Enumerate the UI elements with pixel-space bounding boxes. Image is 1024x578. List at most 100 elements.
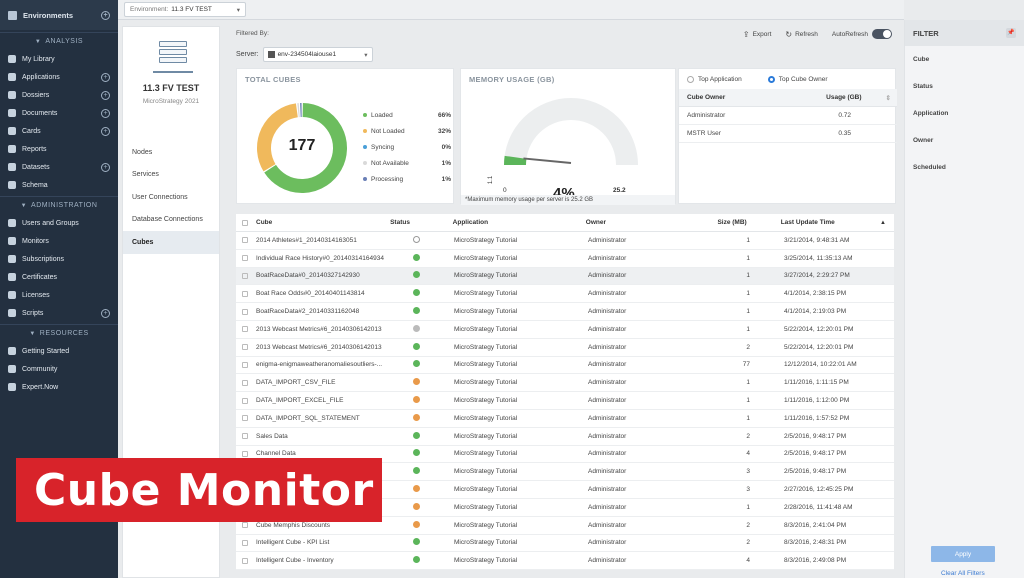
row-checkbox[interactable] bbox=[242, 326, 248, 333]
env-nav-services[interactable]: Services bbox=[132, 171, 159, 179]
filter-status[interactable]: Status bbox=[913, 83, 933, 90]
table-row[interactable]: Cube Memphis Discounts MicroStrategy Tuto… bbox=[236, 516, 894, 535]
row-checkbox[interactable] bbox=[242, 361, 248, 368]
add-icon[interactable]: + bbox=[101, 162, 110, 172]
add-icon[interactable]: + bbox=[101, 90, 110, 100]
row-checkbox[interactable] bbox=[242, 308, 248, 315]
top-owner-card: Top Application Top Cube Owner Cube Owne… bbox=[678, 68, 897, 204]
sidebar-item-dossiers[interactable]: Dossiers + bbox=[0, 86, 118, 104]
row-checkbox[interactable] bbox=[242, 522, 248, 529]
row-checkbox[interactable] bbox=[242, 539, 248, 546]
donut-slice-loaded[interactable] bbox=[264, 103, 347, 193]
sidebar-item-community[interactable]: Community bbox=[0, 360, 118, 378]
sidebar-item-expert-now[interactable]: Expert.Now bbox=[0, 378, 118, 396]
sidebar-item-subscriptions[interactable]: Subscriptions bbox=[0, 250, 118, 268]
add-icon[interactable]: + bbox=[101, 10, 110, 20]
select-all-checkbox[interactable] bbox=[242, 219, 248, 226]
apply-button[interactable]: Apply bbox=[931, 546, 995, 562]
environment-select[interactable]: Environment: 11.3 FV TEST ▾ bbox=[124, 2, 246, 17]
sidebar-item-my-library[interactable]: My Library bbox=[0, 50, 118, 68]
col-owner[interactable]: Owner bbox=[585, 219, 607, 226]
col-size[interactable]: Size (MB) bbox=[717, 219, 747, 226]
row-checkbox[interactable] bbox=[242, 255, 248, 262]
sidebar-item-reports[interactable]: Reports bbox=[0, 140, 118, 158]
table-row[interactable]: 2014 Athletes#1_20140314163051 MicroStrat… bbox=[236, 232, 894, 250]
owner-row[interactable]: Administrator 0.72 bbox=[679, 107, 897, 125]
table-row[interactable]: Channel Data MicroStrategy Tutorial Admini… bbox=[236, 445, 894, 464]
table-row[interactable]: DATA_IMPORT_SQL_STATEMENT MicroStrategy T… bbox=[236, 409, 894, 428]
sidebar-section-administration[interactable]: ▼ ADMINISTRATION bbox=[0, 196, 118, 214]
environments-item[interactable]: Environments + bbox=[0, 0, 118, 30]
filter-scheduled[interactable]: Scheduled bbox=[913, 164, 946, 171]
col-application[interactable]: Application bbox=[452, 219, 489, 226]
col-last-update[interactable]: Last Update Time bbox=[780, 219, 835, 226]
table-row[interactable]: Individual Race History#0_20140314164934… bbox=[236, 249, 894, 268]
add-icon[interactable]: + bbox=[101, 308, 110, 318]
table-row[interactable]: DATA_IMPORT_EXCEL_FILE MicroStrategy Tuto… bbox=[236, 392, 894, 410]
table-row[interactable]: Boat Race Odds#0_20140401143814 MicroStra… bbox=[236, 285, 894, 304]
sidebar-item-schema[interactable]: Schema bbox=[0, 176, 118, 194]
sidebar-section-resources[interactable]: ▼ RESOURCES bbox=[0, 324, 118, 342]
row-checkbox[interactable] bbox=[242, 450, 248, 457]
sidebar-item-documents[interactable]: Documents + bbox=[0, 104, 118, 122]
table-row[interactable]: Sales Data MicroStrategy Tutorial Administ… bbox=[236, 427, 894, 446]
add-icon[interactable]: + bbox=[101, 126, 110, 136]
table-row[interactable]: Intelligent Cube - Inventory MicroStrateg… bbox=[236, 552, 894, 571]
env-nav-user-connections[interactable]: User Connections bbox=[132, 193, 188, 201]
filter-application[interactable]: Application bbox=[913, 110, 949, 117]
row-checkbox[interactable] bbox=[242, 272, 248, 279]
usage-header[interactable]: Usage (GB) bbox=[826, 94, 862, 101]
row-checkbox[interactable] bbox=[242, 433, 248, 440]
sort-asc-icon[interactable]: ▲ bbox=[880, 219, 886, 226]
owner-header[interactable]: Cube Owner bbox=[687, 94, 726, 101]
table-row[interactable]: MicroStrategy Tutorial Administrator 1 2/28… bbox=[236, 498, 894, 517]
refresh-button[interactable]: ↻ Refresh bbox=[785, 30, 817, 39]
sidebar-item-cards[interactable]: Cards + bbox=[0, 122, 118, 140]
table-row[interactable]: BoatRaceData#0_20140327142930 MicroStrate… bbox=[236, 267, 894, 286]
row-checkbox[interactable] bbox=[242, 379, 248, 386]
sidebar-item-users-and-groups[interactable]: Users and Groups bbox=[0, 214, 118, 232]
add-icon[interactable]: + bbox=[101, 108, 110, 118]
sidebar-item-licenses[interactable]: Licenses bbox=[0, 286, 118, 304]
sidebar-item-certificates[interactable]: Certificates bbox=[0, 268, 118, 286]
server-select[interactable]: env-234504laiouse1 ▾ bbox=[262, 47, 373, 62]
sort-icon[interactable]: ⇕ bbox=[885, 94, 891, 102]
col-cube[interactable]: Cube bbox=[256, 219, 273, 226]
sidebar-item-scripts[interactable]: Scripts + bbox=[0, 304, 118, 322]
env-nav-nodes[interactable]: Nodes bbox=[132, 148, 153, 156]
owner-row[interactable]: MSTR User 0.35 bbox=[679, 125, 897, 143]
table-row[interactable]: enigma-enigmaweatheranomaliesoutliers-..… bbox=[236, 356, 894, 375]
donut-slice-not-loaded[interactable] bbox=[257, 103, 299, 172]
export-button[interactable]: ⇪ Export bbox=[743, 30, 772, 39]
sidebar-item-datasets[interactable]: Datasets + bbox=[0, 158, 118, 176]
row-checkbox[interactable] bbox=[242, 415, 248, 422]
row-checkbox[interactable] bbox=[242, 344, 248, 351]
env-nav-database-connections[interactable]: Database Connections bbox=[132, 216, 203, 224]
row-checkbox[interactable] bbox=[242, 237, 248, 244]
sidebar-item-applications[interactable]: Applications + bbox=[0, 68, 118, 86]
row-checkbox[interactable] bbox=[242, 397, 248, 404]
table-row[interactable]: MicroStrategy Tutorial Administrator 3 2/27… bbox=[236, 481, 894, 499]
clear-filters-link[interactable]: Clear All Filters bbox=[941, 570, 985, 577]
add-icon[interactable]: + bbox=[101, 72, 110, 82]
sidebar-item-getting-started[interactable]: Getting Started bbox=[0, 342, 118, 360]
pin-icon[interactable]: 📌 bbox=[1006, 28, 1016, 38]
row-checkbox[interactable] bbox=[242, 557, 248, 564]
sidebar-item-monitors[interactable]: Monitors bbox=[0, 232, 118, 250]
cube-name: DATA_IMPORT_EXCEL_FILE bbox=[256, 397, 344, 405]
autorefresh-toggle[interactable] bbox=[872, 29, 892, 39]
table-row[interactable]: 2013 Webcast Metrics#6_20140306142013 Mic… bbox=[236, 338, 894, 357]
sidebar-section-analysis[interactable]: ▼ ANALYSIS bbox=[0, 32, 118, 50]
row-checkbox[interactable] bbox=[242, 290, 248, 297]
table-row[interactable]: BoatRaceData#2_20140331162048 MicroStrate… bbox=[236, 303, 894, 321]
filter-owner[interactable]: Owner bbox=[913, 137, 934, 144]
filter-cube[interactable]: Cube bbox=[913, 56, 930, 63]
col-status[interactable]: Status bbox=[390, 219, 410, 226]
top-cube-owner-radio[interactable]: Top Cube Owner bbox=[767, 76, 828, 83]
env-nav-cubes[interactable]: Cubes bbox=[123, 231, 219, 254]
table-row[interactable]: DATA_IMPORT_CSV_FILE MicroStrategy Tutori… bbox=[236, 374, 894, 393]
top-application-radio[interactable]: Top Application bbox=[687, 76, 742, 83]
table-row[interactable]: 2013 Webcast Metrics#6_20140306142013 Mic… bbox=[236, 320, 894, 339]
autorefresh-control: AutoRefresh bbox=[832, 29, 892, 39]
table-row[interactable]: Intelligent Cube - KPI List MicroStrategy… bbox=[236, 534, 894, 553]
